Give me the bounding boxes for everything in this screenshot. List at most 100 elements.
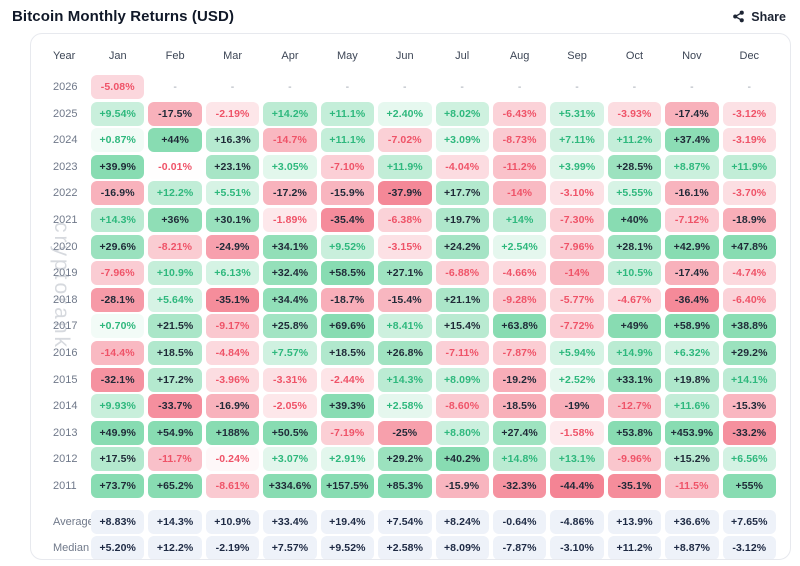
return-cell: - (632, 81, 637, 93)
return-cell: -17.2% (263, 181, 317, 206)
summary-cell: +2.58% (378, 536, 432, 559)
return-cell: +11.6% (665, 394, 719, 419)
return-cell: - (345, 81, 350, 93)
summary-cell: +7.65% (722, 509, 776, 534)
return-cell: -3.12% (722, 101, 776, 126)
return-cell: +453.9% (665, 420, 719, 445)
table-row-2020: 2020 +29.6% -8.21% -24.9% +34.1% +9.52% -3.15%… (45, 234, 776, 259)
return-cell: -6.88% (435, 261, 489, 286)
return-cell: - (575, 81, 579, 93)
return-cell: +58.5% (320, 261, 375, 286)
return-cell: -7.19% (320, 420, 375, 445)
return-cell: +14.3% (378, 367, 432, 392)
return-cell: -11.2% (492, 154, 547, 179)
return-cell: -0.01% (148, 154, 202, 179)
return-cell: - (460, 81, 464, 93)
column-header-year: Year (53, 50, 76, 62)
monthly-returns-table: Year Jan Feb Mar Apr May Jun Jul Aug Sep Oct Nov Dec… (45, 46, 776, 559)
column-header-jan: Jan (108, 50, 127, 62)
summary-cell: -3.10% (550, 536, 604, 559)
return-cell: +29.6% (91, 234, 145, 259)
return-cell: +27.1% (378, 261, 432, 286)
return-cell: -6.38% (378, 207, 432, 232)
return-cell: -37.9% (378, 181, 432, 206)
return-cell: -18.7% (320, 287, 375, 312)
return-cell: -14.4% (91, 340, 145, 365)
summary-label: Average (53, 515, 94, 528)
return-cell: +8.87% (665, 154, 719, 179)
return-cell: +42.9% (665, 234, 719, 259)
return-cell: +5.51% (205, 181, 260, 206)
return-cell: +39.9% (91, 154, 145, 179)
return-cell: -24.9% (205, 234, 260, 259)
return-cell: +63.8% (492, 314, 547, 339)
table-row-2013: 2013 +49.9% +54.9% +188% +50.5% -7.19% -25% +8.… (45, 420, 776, 445)
table-row-2024: 2024 +0.87% +44% +16.3% -14.7% +11.1% -7.02% +3… (45, 128, 776, 153)
summary-cell: -4.86% (550, 509, 604, 534)
topbar: Bitcoin Monthly Returns (USD) Share (0, 0, 800, 33)
return-cell: +18.5% (320, 340, 375, 365)
return-cell: -8.73% (492, 128, 547, 153)
return-cell: -18.5% (492, 394, 547, 419)
return-cell: -4.67% (607, 287, 662, 312)
return-cell: -7.12% (665, 207, 719, 232)
share-label: Share (751, 9, 786, 24)
return-cell: +37.4% (665, 128, 719, 153)
return-cell: -28.1% (91, 287, 145, 312)
column-header-oct: Oct (625, 50, 644, 62)
return-cell: -8.60% (435, 394, 489, 419)
year-label: 2019 (53, 267, 78, 280)
return-cell: +8.02% (435, 101, 489, 126)
summary-label: Median (53, 542, 90, 555)
year-label: 2026 (53, 81, 78, 93)
summary-cell: +36.6% (665, 509, 719, 534)
year-label: 2013 (53, 426, 78, 439)
return-cell: +14.2% (263, 101, 317, 126)
return-cell: -3.93% (607, 101, 662, 126)
return-cell: +15.4% (435, 314, 489, 339)
return-cell: - (517, 81, 522, 93)
return-cell: +14.8% (492, 447, 547, 472)
share-button[interactable]: Share (732, 10, 786, 24)
return-cell: +11.1% (320, 101, 375, 126)
summary-cell: +8.87% (665, 536, 719, 559)
summary-cell: +11.2% (607, 536, 662, 559)
summary-cell: +8.24% (435, 509, 489, 534)
return-cell: +3.99% (550, 154, 604, 179)
return-cell: +65.2% (148, 473, 202, 498)
return-cell: +49% (607, 314, 662, 339)
return-cell: -3.10% (550, 181, 604, 206)
return-cell: -1.58% (550, 420, 604, 445)
return-cell: +17.2% (148, 367, 202, 392)
return-cell: -4.74% (722, 261, 776, 286)
return-cell: -7.87% (492, 340, 547, 365)
return-cell: -44.4% (550, 473, 604, 498)
return-cell: +8.09% (435, 367, 489, 392)
table-row-2023: 2023 +39.9% -0.01% +23.1% +3.05% -7.10% +11.9%… (45, 154, 776, 179)
summary-cell: +9.52% (320, 536, 375, 559)
return-cell: -25% (378, 420, 432, 445)
return-cell: -17.5% (148, 101, 202, 126)
summary-cell: +33.4% (263, 509, 317, 534)
column-header-sep: Sep (567, 50, 587, 62)
column-header-aug: Aug (509, 50, 530, 62)
return-cell: +11.9% (378, 154, 432, 179)
return-cell: +19.8% (665, 367, 719, 392)
return-cell: +9.93% (91, 394, 145, 419)
summary-cell: +12.2% (148, 536, 202, 559)
summary-cell: -7.87% (492, 536, 547, 559)
return-cell: +40.2% (435, 447, 489, 472)
return-cell: +40% (607, 207, 662, 232)
return-cell: +16.3% (205, 128, 260, 153)
table-row-2011: 2011 +73.7% +65.2% -8.61% +334.6% +157.5% +85.… (45, 473, 776, 498)
return-cell: +9.54% (91, 101, 145, 126)
return-cell: +3.07% (263, 447, 317, 472)
return-cell: +9.52% (320, 234, 375, 259)
return-cell: +34.1% (263, 234, 317, 259)
return-cell: +5.64% (148, 287, 202, 312)
return-cell: -36.4% (665, 287, 719, 312)
table-row-2022: 2022 -16.9% +12.2% +5.51% -17.2% -15.9% -37.9%… (45, 181, 776, 206)
return-cell: +29.2% (722, 340, 776, 365)
return-cell: -33.2% (722, 420, 776, 445)
return-cell: +2.58% (378, 394, 432, 419)
